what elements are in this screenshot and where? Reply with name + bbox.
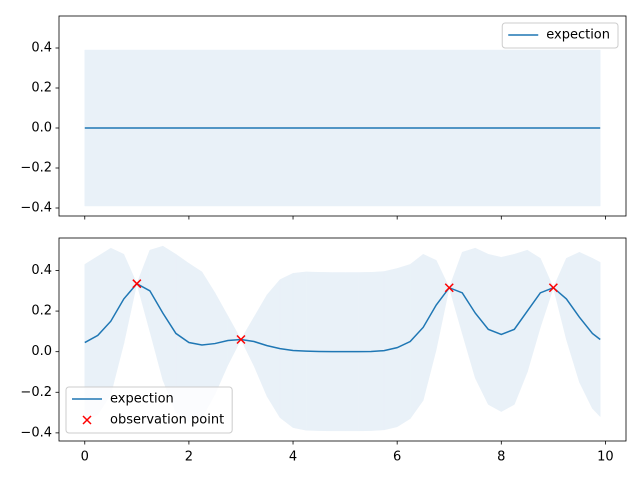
legend-label: expection bbox=[110, 392, 174, 407]
confidence-band bbox=[136, 250, 151, 332]
y-tick-label: −0.2 bbox=[20, 385, 52, 400]
observation-marker bbox=[132, 279, 142, 289]
axes: −0.4 −0.2 0.0 0.2 0.4 0 2 4 6 8 10 expection observa… bbox=[20, 237, 627, 465]
axes: −0.4 −0.2 0.0 0.2 0.4 expection bbox=[20, 15, 627, 220]
confidence-band bbox=[527, 249, 541, 373]
legend-box bbox=[501, 22, 619, 49]
axes-frame bbox=[58, 237, 627, 442]
y-tick-label: 0.4 bbox=[31, 263, 52, 278]
confidence-band bbox=[553, 258, 567, 340]
confidence-band bbox=[462, 247, 476, 379]
y-tick-label: −0.4 bbox=[20, 425, 52, 440]
y-tick-label: 0.2 bbox=[31, 81, 52, 96]
confidence-band bbox=[396, 264, 411, 428]
y-tick-label: −0.4 bbox=[20, 201, 52, 216]
confidence-band bbox=[123, 254, 138, 344]
confidence-band bbox=[592, 257, 601, 418]
observation-marker bbox=[236, 334, 246, 345]
x-tick-label: 4 bbox=[289, 450, 297, 465]
x-tick-label: 6 bbox=[393, 450, 401, 465]
legend: expection observation point bbox=[65, 386, 233, 434]
y-tick-label: 0.2 bbox=[31, 304, 52, 319]
x-tick-label: 10 bbox=[597, 450, 614, 465]
legend-label: expection bbox=[546, 28, 610, 43]
axes-frame bbox=[58, 15, 627, 217]
legend: expection bbox=[501, 22, 619, 49]
legend-label: observation point bbox=[110, 413, 224, 428]
confidence-band bbox=[435, 260, 450, 350]
observation-marker bbox=[548, 283, 558, 293]
confidence-band bbox=[149, 245, 164, 381]
observation-marker bbox=[444, 283, 454, 293]
confidence-band bbox=[422, 253, 437, 401]
legend-swatch bbox=[82, 415, 92, 425]
confidence-band bbox=[566, 251, 580, 383]
confidence-band bbox=[409, 253, 424, 420]
y-tick-label: 0.0 bbox=[31, 344, 52, 359]
mean-line bbox=[84, 282, 601, 353]
x-tick-label: 8 bbox=[497, 450, 505, 465]
y-tick-label: 0.0 bbox=[31, 121, 52, 136]
confidence-band bbox=[110, 247, 125, 395]
x-tick-label: 0 bbox=[81, 450, 89, 465]
x-tick-label: 2 bbox=[185, 450, 193, 465]
y-tick-label: −0.2 bbox=[20, 161, 52, 176]
legend-box bbox=[65, 386, 233, 434]
y-tick-label: 0.4 bbox=[31, 41, 52, 56]
